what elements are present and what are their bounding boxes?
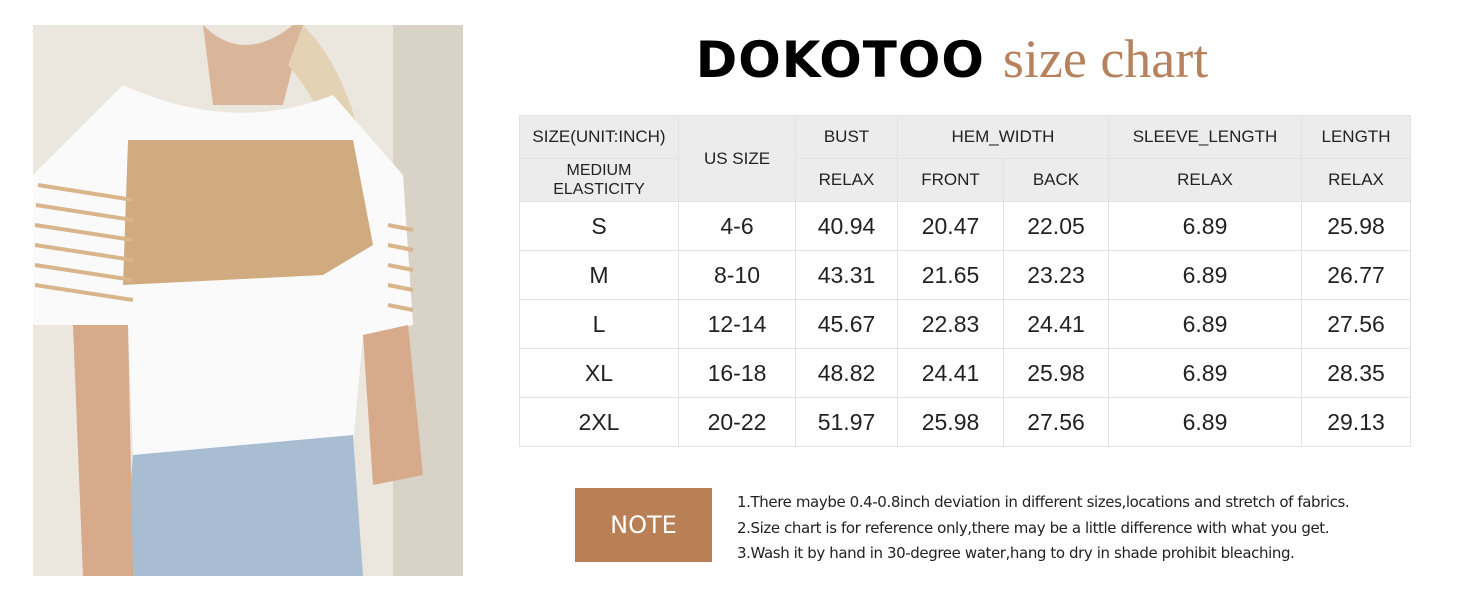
- header-bust: BUST: [795, 115, 898, 159]
- table-cell: 28.35: [1301, 348, 1411, 398]
- table-row: 2XL 20-22 51.97 25.98 27.56 6.89 29.13: [519, 397, 1411, 447]
- table-cell: S: [519, 201, 679, 251]
- table-cell: 43.31: [795, 250, 898, 300]
- table-cell: 21.65: [897, 250, 1004, 300]
- header-size: SIZE(UNIT:INCH): [519, 115, 679, 159]
- table-cell: 27.56: [1003, 397, 1109, 447]
- table-cell: 20.47: [897, 201, 1004, 251]
- table-cell: 45.67: [795, 299, 898, 349]
- header-hem-back: BACK: [1003, 158, 1109, 202]
- table-cell: 12-14: [678, 299, 796, 349]
- table-cell: 51.97: [795, 397, 898, 447]
- table-row: XL 16-18 48.82 24.41 25.98 6.89 28.35: [519, 348, 1411, 398]
- header-elasticity: MEDIUM ELASTICITY: [519, 158, 679, 202]
- table-cell: 6.89: [1108, 299, 1302, 349]
- header-sleeve-length: SLEEVE_LENGTH: [1108, 115, 1302, 159]
- model-shirt-illustration: [33, 25, 463, 576]
- table-cell: 25.98: [1301, 201, 1411, 251]
- table-cell: 25.98: [1003, 348, 1109, 398]
- note-line: 2.Size chart is for reference only,there…: [737, 518, 1330, 537]
- table-cell: 26.77: [1301, 250, 1411, 300]
- table-cell: XL: [519, 348, 679, 398]
- table-cell: L: [519, 299, 679, 349]
- table-cell: 6.89: [1108, 250, 1302, 300]
- table-cell: 8-10: [678, 250, 796, 300]
- table-cell: 4-6: [678, 201, 796, 251]
- header-bust-relax: RELAX: [795, 158, 898, 202]
- table-cell: M: [519, 250, 679, 300]
- table-cell: 2XL: [519, 397, 679, 447]
- table-cell: 29.13: [1301, 397, 1411, 447]
- table-cell: 22.83: [897, 299, 1004, 349]
- table-cell: 6.89: [1108, 348, 1302, 398]
- header-sleeve-relax: RELAX: [1108, 158, 1302, 202]
- page-title: DOKOTOO size chart: [440, 28, 1464, 90]
- subheader-row: MEDIUM ELASTICITY RELAX FRONT BACK RELAX…: [519, 158, 1411, 202]
- table-row: S 4-6 40.94 20.47 22.05 6.89 25.98: [519, 201, 1411, 251]
- header-length-relax: RELAX: [1301, 158, 1411, 202]
- table-cell: 22.05: [1003, 201, 1109, 251]
- brand-name: DOKOTOO: [695, 31, 985, 89]
- table-row: M 8-10 43.31 21.65 23.23 6.89 26.77: [519, 250, 1411, 300]
- table-cell: 6.89: [1108, 397, 1302, 447]
- size-chart-table: SIZE(UNIT:INCH) US SIZE BUST HEM_WIDTH S…: [519, 115, 1411, 447]
- table-cell: 24.41: [1003, 299, 1109, 349]
- table-cell: 24.41: [897, 348, 1004, 398]
- header-hem-front: FRONT: [897, 158, 1004, 202]
- table-cell: 20-22: [678, 397, 796, 447]
- product-photo: [33, 25, 463, 576]
- note-label: NOTE: [575, 488, 712, 562]
- note-list: 1.There maybe 0.4-0.8inch deviation in d…: [737, 490, 1350, 567]
- table-row: L 12-14 45.67 22.83 24.41 6.89 27.56: [519, 299, 1411, 349]
- table-cell: 40.94: [795, 201, 898, 251]
- note-line: 1.There maybe 0.4-0.8inch deviation in d…: [737, 493, 1350, 511]
- header-hem-width: HEM_WIDTH: [897, 115, 1109, 159]
- title-subtitle: size chart: [1002, 29, 1209, 89]
- table-cell: 6.89: [1108, 201, 1302, 251]
- table-cell: 27.56: [1301, 299, 1411, 349]
- header-row: SIZE(UNIT:INCH) US SIZE BUST HEM_WIDTH S…: [519, 115, 1411, 202]
- table-cell: 25.98: [897, 397, 1004, 447]
- note-line: 3.Wash it by hand in 30-degree water,han…: [737, 544, 1295, 562]
- header-us-size: US SIZE: [678, 115, 796, 202]
- table-cell: 16-18: [678, 348, 796, 398]
- table-cell: 48.82: [795, 348, 898, 398]
- header-length: LENGTH: [1301, 115, 1411, 159]
- table-cell: 23.23: [1003, 250, 1109, 300]
